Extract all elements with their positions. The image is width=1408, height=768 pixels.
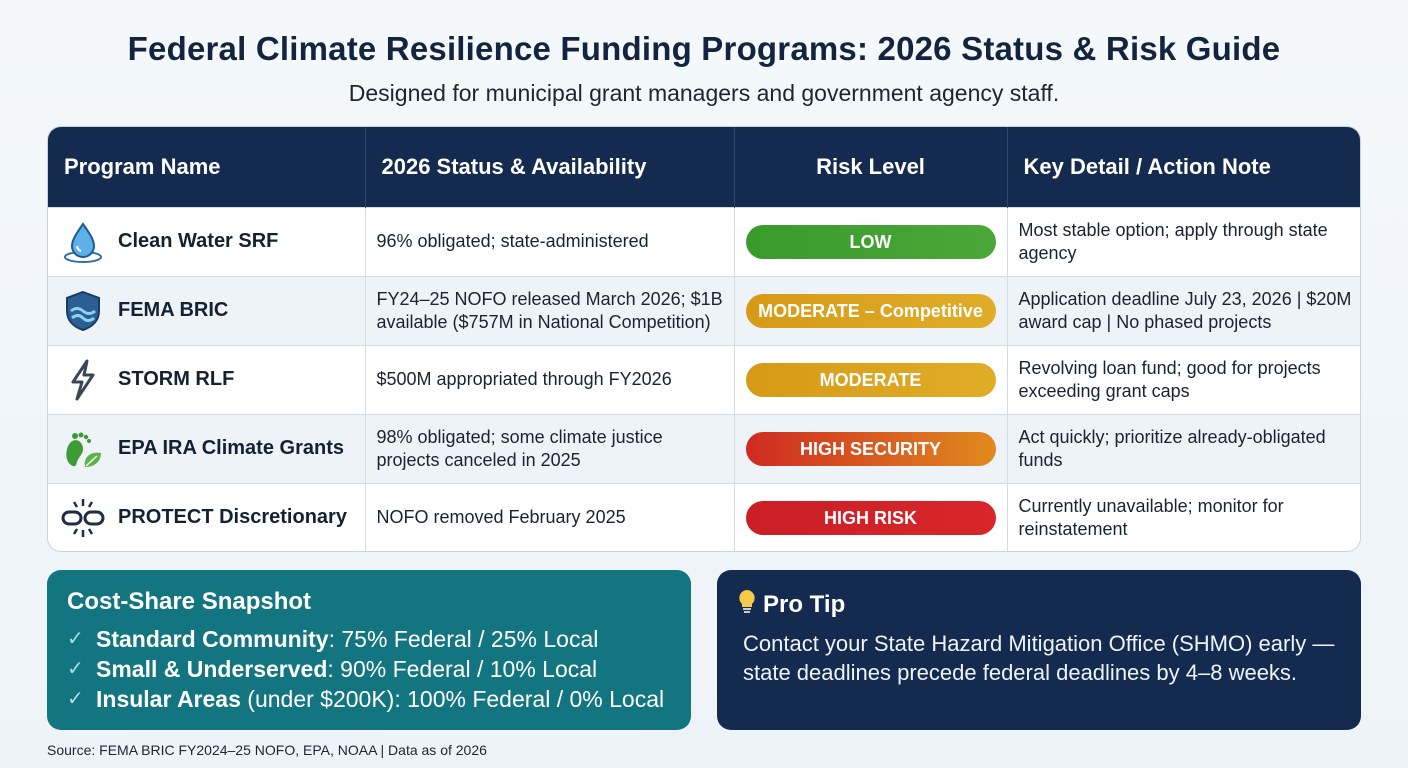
cost-share-item: ✓ Insular Areas (under $200K): 100% Fede… <box>67 684 671 714</box>
table-row: Clean Water SRF 96% obligated; state-adm… <box>48 206 1360 276</box>
table-header-row: Program Name 2026 Status & Availability … <box>48 127 1360 207</box>
check-icon: ✓ <box>67 628 84 650</box>
table-row: EPA IRA Climate Grants 98% obligated; so… <box>48 413 1360 483</box>
column-header-status: 2026 Status & Availability <box>365 127 735 207</box>
cost-share-value: : 75% Federal / 25% Local <box>328 626 599 652</box>
program-name: EPA IRA Climate Grants <box>118 437 344 459</box>
check-icon: ✓ <box>67 658 84 680</box>
risk-badge: MODERATE <box>745 362 996 397</box>
detail-cell: Application deadline July 23, 2026 | $20… <box>1007 275 1360 345</box>
shield-wave-icon <box>60 288 106 334</box>
program-name: STORM RLF <box>118 368 235 390</box>
pro-tip-card: Pro Tip Contact your State Hazard Mitiga… <box>717 570 1361 730</box>
column-header-risk: Risk Level <box>734 127 1008 207</box>
cost-share-value: : 90% Federal / 10% Local <box>327 656 598 682</box>
risk-badge: MODERATE – Competitive <box>745 293 996 328</box>
lightbulb-icon <box>737 588 757 621</box>
status-cell: $500M appropriated through FY2026 <box>365 344 735 414</box>
pro-tip-title: Pro Tip <box>763 590 846 618</box>
footprint-leaf-icon <box>60 426 106 472</box>
risk-badge: HIGH SECURITY <box>745 431 996 466</box>
page-title: Federal Climate Resilience Funding Progr… <box>127 30 1281 67</box>
cost-share-title: Cost-Share Snapshot <box>67 588 312 615</box>
table-row: STORM RLF $500M appropriated through FY2… <box>48 344 1360 414</box>
detail-cell: Act quickly; prioritize already-obligate… <box>1007 413 1360 483</box>
cost-share-qualifier: (under $200K) <box>240 686 395 712</box>
water-drop-icon <box>60 219 106 265</box>
source-note: Source: FEMA BRIC FY2024–25 NOFO, EPA, N… <box>47 742 487 758</box>
check-icon: ✓ <box>67 688 84 710</box>
program-name: PROTECT Discretionary <box>118 506 347 529</box>
detail-cell: Currently unavailable; monitor for reins… <box>1007 482 1360 551</box>
lightning-icon <box>60 357 106 403</box>
status-cell: 98% obligated; some climate justice proj… <box>365 413 735 483</box>
cost-share-item: ✓ Standard Community: 75% Federal / 25% … <box>67 624 671 654</box>
status-cell: FY24–25 NOFO released March 2026; $1B av… <box>365 275 735 345</box>
cost-share-card: Cost-Share Snapshot ✓ Standard Community… <box>47 570 691 730</box>
table-row: PROTECT Discretionary NOFO removed Febru… <box>48 482 1360 551</box>
detail-cell: Revolving loan fund; good for projects e… <box>1007 344 1360 414</box>
cost-share-label: Standard Community <box>96 626 329 652</box>
funding-table: Program Name 2026 Status & Availability … <box>47 126 1361 552</box>
risk-badge: HIGH RISK <box>745 500 996 535</box>
column-header-program: Program Name <box>48 127 366 207</box>
pro-tip-text: Contact your State Hazard Mitigation Off… <box>743 631 1335 685</box>
risk-badge: LOW <box>745 224 996 259</box>
program-name: FEMA BRIC <box>118 299 229 321</box>
cost-share-value: : 100% Federal / 0% Local <box>394 686 665 712</box>
cost-share-label: Insular Areas <box>96 686 241 712</box>
table-row: FEMA BRIC FY24–25 NOFO released March 20… <box>48 275 1360 345</box>
page-subtitle: Designed for municipal grant managers an… <box>348 80 1060 106</box>
cost-share-label: Small & Underserved <box>96 656 328 682</box>
cost-share-item: ✓ Small & Underserved: 90% Federal / 10%… <box>67 654 671 684</box>
detail-cell: Most stable option; apply through state … <box>1007 206 1360 276</box>
column-header-detail: Key Detail / Action Note <box>1023 153 1271 179</box>
status-cell: NOFO removed February 2025 <box>365 482 735 551</box>
status-cell: 96% obligated; state-administered <box>365 206 735 276</box>
program-name: Clean Water SRF <box>118 230 279 252</box>
broken-link-icon <box>60 495 106 541</box>
